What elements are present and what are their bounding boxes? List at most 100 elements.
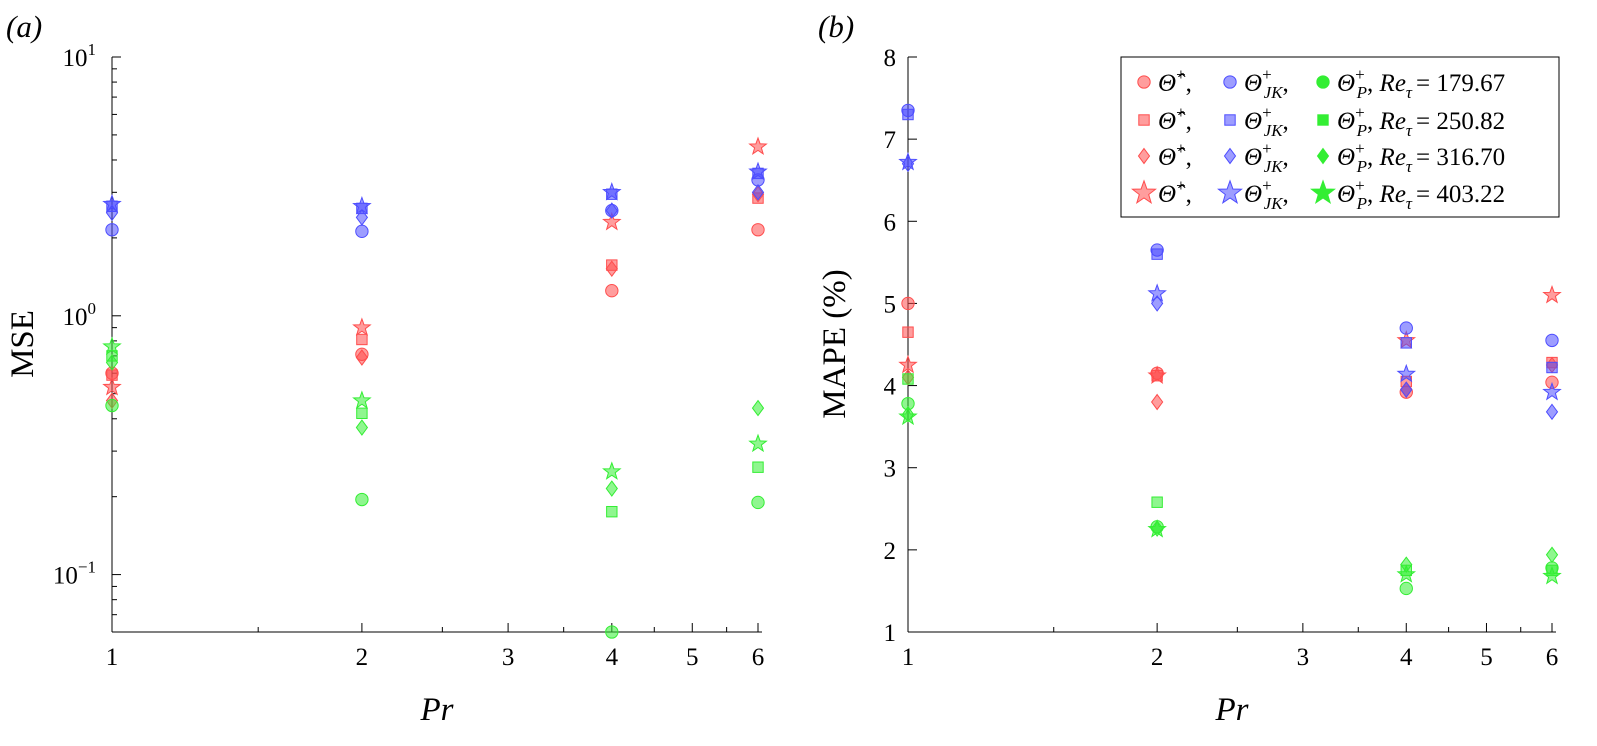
a-point-green-diamond-pr1 [105, 354, 119, 371]
legend-sup: + [1355, 176, 1365, 195]
legend-comma: , [1283, 181, 1289, 208]
b-point-green-square-pr2 [1151, 496, 1163, 508]
legend-re: Re [1379, 181, 1406, 208]
b-point-green-square-pr1 [902, 373, 914, 385]
legend-label-hat-theta: Θ̂+, [1158, 65, 1192, 97]
legend-comma: , [1367, 181, 1380, 208]
a-point-red-diamond-pr4 [605, 260, 618, 278]
a-point-blue-diamond-pr4 [605, 202, 618, 219]
b-y-tick-label-6: 6 [884, 209, 897, 236]
b-y-tick-label-7: 7 [884, 127, 897, 154]
b-point-red-diamond-pr2 [1150, 393, 1164, 411]
legend-symbol: Θ [1337, 70, 1355, 97]
panel-b-label: (b) [818, 9, 854, 44]
b-y-tick-label-4: 4 [884, 374, 897, 401]
legend-sub: JK [1264, 157, 1285, 176]
panel-b-x-axis-label: Pr [1215, 692, 1249, 728]
a-y-tick-label-2: 101 [63, 40, 97, 72]
legend-sup: + [1176, 103, 1186, 122]
legend-marker-blue-star [1217, 179, 1243, 205]
b-y-tick-label-8: 8 [884, 45, 897, 72]
panel-b-y-axis-label: MAPE (%) [817, 269, 853, 418]
b-point-green-star-pr4 [1396, 564, 1417, 583]
a-point-green-diamond-pr2 [355, 419, 369, 436]
a-x-tick-label-1: 1 [106, 644, 119, 671]
legend-label-hat-theta: Θ̂+, [1158, 139, 1192, 171]
legend-sub: P [1356, 121, 1367, 140]
tick-base: 10 [53, 563, 78, 590]
legend-sub: P [1356, 83, 1367, 102]
a-point-green-square-pr2 [356, 407, 368, 419]
a-point-green-circle-pr2 [355, 492, 369, 507]
panel-b-x-ticks: 1 2 3 4 5 6 [902, 623, 1558, 671]
legend-sub: JK [1264, 121, 1285, 140]
b-point-red-star-pr2 [1147, 365, 1167, 385]
legend-re: Re [1379, 144, 1406, 171]
b-point-blue-star-pr2 [1147, 283, 1167, 302]
legend-marker-green-diamond [1316, 147, 1330, 165]
legend-comma: , [1186, 144, 1192, 171]
legend-sub: JK [1264, 194, 1285, 213]
legend-sup: + [1355, 139, 1365, 158]
legend-sup: + [1355, 65, 1365, 84]
b-point-red-square-pr1 [902, 326, 914, 338]
legend-comma: , [1186, 70, 1192, 97]
a-y-tick-label-0: 10−1 [53, 558, 96, 590]
legend-marker-blue-square [1224, 114, 1236, 126]
b-point-blue-square-pr6 [1546, 361, 1558, 374]
legend-sup: + [1355, 103, 1365, 122]
legend-marker-green-star [1310, 179, 1336, 205]
b-point-blue-circle-pr6 [1545, 333, 1559, 348]
a-point-blue-star-pr6 [748, 161, 768, 181]
legend-sup: + [1262, 139, 1272, 158]
b-x-tick-label-3: 3 [1297, 644, 1310, 671]
a-point-blue-star-pr2 [352, 196, 372, 215]
a-x-tick-label-2: 2 [356, 644, 369, 671]
b-point-blue-star-pr4 [1396, 363, 1417, 383]
legend-re: Re [1379, 108, 1406, 135]
a-point-green-circle-pr1 [105, 398, 119, 413]
a-x-tick-label-6: 6 [752, 644, 765, 671]
a-point-green-circle-pr6 [751, 495, 765, 510]
legend-symbol: Θ [1244, 144, 1262, 171]
tick-exponent: 1 [88, 40, 97, 59]
b-point-blue-diamond-pr6 [1545, 403, 1559, 421]
a-point-green-square-pr4 [606, 505, 618, 518]
a-point-red-square-pr2 [356, 333, 368, 346]
legend-symbol: Θ [1244, 70, 1262, 97]
legend-marker-green-circle [1316, 75, 1330, 89]
b-point-blue-star-pr6 [1542, 381, 1562, 401]
panel-a-label: (a) [6, 9, 42, 44]
legend: Θ̂+, Θ+ JK, Θ+ P, Reτ = 179.67Θ̂+, Θ+ JK, Θ+ P, R… [1120, 56, 1560, 218]
panel-b-y-ticks: 1 2 3 4 5 6 7 8 [884, 45, 917, 647]
a-point-red-star-pr6 [748, 136, 768, 156]
b-x-tick-label-2: 2 [1151, 644, 1164, 671]
legend-marker-red-star [1131, 179, 1157, 205]
panel-b-points [898, 103, 1562, 596]
a-point-blue-circle-pr1 [105, 223, 119, 237]
a-point-red-star-pr4 [602, 211, 622, 231]
a-point-green-star-pr6 [748, 433, 768, 453]
b-x-tick-label-5: 5 [1480, 644, 1493, 671]
legend-label-theta-p: Θ+ P, Reτ = 250.82 [1337, 103, 1505, 140]
legend-sub: JK [1264, 83, 1285, 102]
a-x-tick-label-3: 3 [502, 644, 515, 671]
a-point-green-diamond-pr4 [605, 480, 618, 497]
legend-sup: + [1176, 65, 1186, 84]
b-point-green-diamond-pr6 [1545, 546, 1559, 564]
legend-comma: , [1367, 144, 1380, 171]
a-point-green-square-pr6 [752, 461, 764, 473]
legend-comma: , [1367, 108, 1380, 135]
legend-re-sub: τ [1406, 83, 1413, 102]
legend-marker-red-square [1138, 114, 1150, 126]
legend-comma: , [1186, 181, 1192, 208]
legend-marker-red-diamond [1137, 147, 1151, 165]
legend-label-theta-jk: Θ+ JK, [1244, 139, 1289, 176]
a-x-tick-label-4: 4 [606, 644, 619, 671]
legend-label-theta-p: Θ+ P, Reτ = 316.70 [1337, 139, 1505, 176]
legend-box [1120, 56, 1560, 218]
legend-re-value: = 179.67 [1416, 70, 1505, 97]
b-point-green-star-pr6 [1542, 565, 1562, 585]
